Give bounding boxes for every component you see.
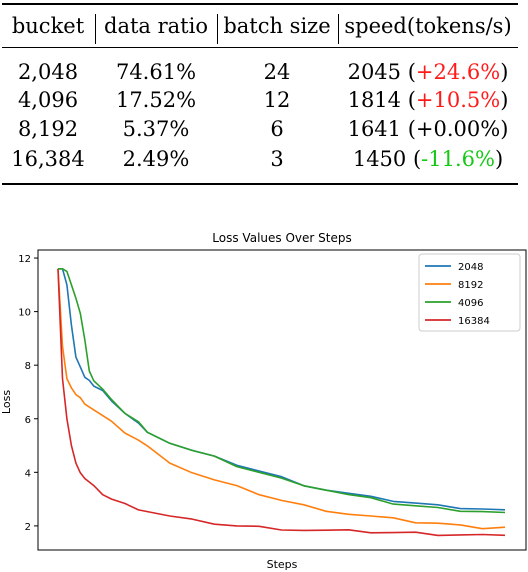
speed-delta: +0.00% <box>415 117 501 141</box>
loss-chart: Loss Values Over Steps Steps Loss 2 4 6 8 10… <box>0 231 527 571</box>
table-header-speed: speed(tokens/s) <box>344 14 512 38</box>
table-column-divider <box>338 14 339 44</box>
table-column-divider <box>95 14 96 44</box>
legend: 2048 8192 4096 16384 <box>418 253 521 332</box>
series-line-16384 <box>57 268 506 537</box>
table-cell-speed: 1641 (+0.00%) <box>347 117 509 141</box>
legend-box <box>418 253 521 332</box>
table-cell-speed: 2045 (+24.6%) <box>347 60 509 84</box>
table-column-divider <box>217 14 218 44</box>
speed-delta: +10.5% <box>415 88 501 112</box>
speed-delta: +24.6% <box>415 60 501 84</box>
plot-frame <box>37 249 527 551</box>
table-cell-batch: 24 <box>263 60 291 84</box>
series-line-8192 <box>57 268 506 530</box>
series-line-4096 <box>58 267 506 514</box>
table-cell-bucket: 8,192 <box>17 117 79 141</box>
table-header-batch-size: batch size <box>223 14 331 38</box>
speed-value: 1450 <box>352 147 407 171</box>
legend-label-8192: 8192 <box>458 280 483 291</box>
y-tick-label: 12 <box>18 254 31 265</box>
y-tick-label: 4 <box>25 468 31 479</box>
table-cell-ratio: 2.49% <box>122 147 190 171</box>
table-header-bucket: bucket <box>11 14 85 38</box>
y-tick-label: 6 <box>25 415 31 426</box>
table-top-rule <box>2 3 518 5</box>
table-cell-ratio: 74.61% <box>115 60 197 84</box>
y-axis-ticks: 2 4 6 8 10 12 <box>18 254 38 533</box>
table-bottom-rule <box>2 183 518 185</box>
table-header-rule <box>2 47 518 48</box>
table-cell-bucket: 2,048 <box>17 60 79 84</box>
speed-value: 2045 <box>347 60 402 84</box>
chart-title: Loss Values Over Steps <box>212 231 351 245</box>
legend-label-16384: 16384 <box>458 316 490 327</box>
plot-area <box>57 267 506 537</box>
speed-value: 1814 <box>347 88 402 112</box>
table-cell-speed: 1450 (-11.6%) <box>352 147 504 171</box>
y-axis-label: Loss <box>0 390 13 414</box>
legend-label-4096: 4096 <box>458 298 483 309</box>
y-tick-label: 8 <box>25 361 31 372</box>
speed-delta: -11.6% <box>421 147 495 171</box>
table-cell-batch: 3 <box>270 147 284 171</box>
table-cell-batch: 12 <box>263 88 291 112</box>
table-cell-ratio: 5.37% <box>122 117 190 141</box>
table-cell-speed: 1814 (+10.5%) <box>347 88 509 112</box>
table-cell-ratio: 17.52% <box>115 88 197 112</box>
table-header-data-ratio: data ratio <box>104 14 208 38</box>
y-tick-label: 10 <box>18 308 31 319</box>
y-tick-label: 2 <box>25 522 31 533</box>
table-cell-bucket: 4,096 <box>17 88 79 112</box>
legend-label-2048: 2048 <box>458 262 483 273</box>
table-cell-batch: 6 <box>270 117 284 141</box>
speed-table: bucket data ratio batch size speed(token… <box>0 0 528 190</box>
x-axis-label: Steps <box>267 558 298 571</box>
table-cell-bucket: 16,384 <box>11 147 85 171</box>
speed-value: 1641 <box>347 117 402 141</box>
